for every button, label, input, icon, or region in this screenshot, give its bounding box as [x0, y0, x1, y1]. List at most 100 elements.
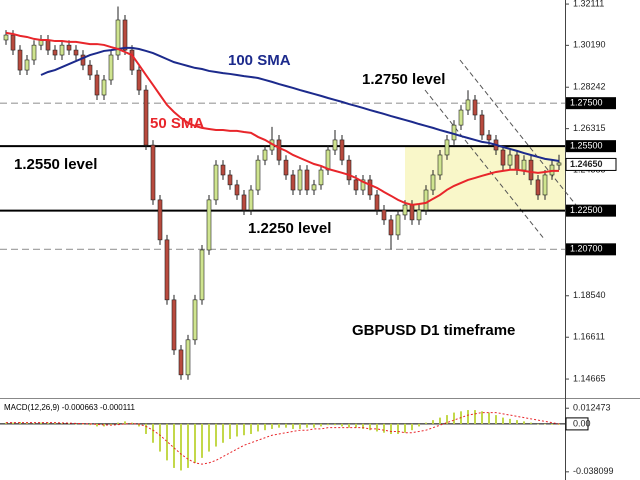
macd-bar — [411, 423, 413, 431]
macd-bar — [537, 423, 539, 425]
macd-bar — [180, 423, 182, 471]
candle-body — [479, 114, 485, 136]
macd-title: MACD(12,26,9) -0.000663 -0.000111 — [4, 403, 135, 412]
candle-body — [220, 164, 226, 176]
y-tick-label: 1.16611 — [573, 332, 605, 342]
candle-body — [458, 109, 464, 126]
candle-body — [367, 179, 373, 196]
macd-bar — [250, 423, 252, 434]
candle-body — [528, 159, 534, 181]
candle-body — [507, 154, 513, 166]
sma-label: 100 SMA — [228, 52, 291, 69]
y-tick-label: -0.038099 — [573, 466, 614, 476]
channel-line — [424, 89, 546, 241]
macd-bar — [530, 422, 532, 424]
candle-body — [465, 99, 471, 111]
level-annotation: 1.2750 level — [362, 71, 445, 88]
macd-bar — [54, 422, 56, 424]
macd-bar — [208, 423, 210, 452]
y-tick-label: 1.14665 — [573, 373, 606, 383]
last-price-box — [565, 157, 617, 171]
level-label-box — [566, 97, 616, 110]
macd-bar — [544, 423, 546, 425]
y-tick-label: 1.26315 — [573, 123, 606, 133]
level-annotation: 1.2250 level — [248, 220, 331, 237]
candle-body — [157, 199, 163, 241]
candle-body — [164, 239, 170, 301]
candle-body — [136, 69, 142, 91]
candle-body — [311, 184, 317, 191]
macd-bar — [12, 422, 14, 424]
candle-body — [521, 159, 527, 171]
candle-body — [143, 89, 149, 146]
candle-body — [409, 204, 415, 221]
macd-bar — [96, 423, 98, 427]
candle-body — [325, 149, 331, 171]
candle-body — [353, 179, 359, 191]
macd-bar — [376, 423, 378, 432]
sma-line — [5, 31, 559, 206]
candle-body — [199, 249, 205, 301]
candle-body — [108, 54, 114, 81]
candle-body — [227, 174, 233, 186]
candle-body — [486, 134, 492, 141]
y-tick-label: 0.012473 — [573, 403, 611, 413]
candle-body — [346, 159, 352, 181]
candle-body — [318, 169, 324, 186]
macd-bar — [474, 410, 476, 424]
last-price-label: 1.24650 — [570, 159, 603, 169]
macd-bar — [271, 423, 273, 429]
macd-bar — [166, 423, 168, 461]
macd-bar — [453, 412, 455, 424]
macd-bar — [390, 423, 392, 434]
macd-bar — [33, 423, 35, 424]
macd-bar — [257, 423, 259, 432]
macd-bar — [341, 423, 343, 427]
macd-bar — [558, 423, 560, 425]
candle-body — [206, 199, 212, 251]
macd-bar — [68, 423, 70, 425]
y-tick-label: 1.32111 — [573, 0, 604, 8]
macd-bar — [348, 423, 350, 428]
level-label-box — [566, 140, 616, 153]
macd-bar — [551, 423, 553, 425]
macd-bar — [397, 423, 399, 434]
level-annotation: 1.2550 level — [14, 156, 97, 173]
macd-bar — [236, 423, 238, 437]
candle-body — [514, 154, 520, 171]
macd-bar — [229, 423, 231, 439]
macd-bar — [285, 423, 287, 428]
macd-bar — [215, 423, 217, 447]
macd-bar — [516, 420, 518, 424]
y-tick-label: 1.30190 — [573, 40, 606, 50]
level-label: 1.20700 — [570, 244, 603, 254]
candle-body — [59, 44, 65, 56]
candle-body — [423, 189, 429, 211]
candle-body — [241, 194, 247, 211]
macd-bar — [47, 422, 49, 424]
candle-body — [178, 349, 184, 376]
candle-body — [52, 49, 58, 56]
candle-body — [10, 34, 16, 51]
macd-bar — [355, 423, 357, 428]
candle-body — [87, 64, 93, 76]
candle-body — [535, 179, 541, 196]
candle-body — [213, 164, 219, 201]
macd-bar — [222, 423, 224, 443]
macd-bar — [75, 423, 77, 425]
candle-body — [3, 34, 9, 41]
macd-bar — [201, 423, 203, 458]
candle-body — [255, 159, 261, 191]
candle-body — [24, 59, 30, 71]
zero-label-box — [565, 417, 589, 431]
candle-body — [430, 174, 436, 191]
macd-bar — [82, 423, 84, 425]
y-tick-label: 0.00 — [573, 418, 591, 428]
macd-bar — [495, 415, 497, 424]
macd-bar — [40, 422, 42, 424]
candle-body — [248, 189, 254, 211]
macd-bar — [278, 423, 280, 428]
macd-bar — [418, 423, 420, 427]
